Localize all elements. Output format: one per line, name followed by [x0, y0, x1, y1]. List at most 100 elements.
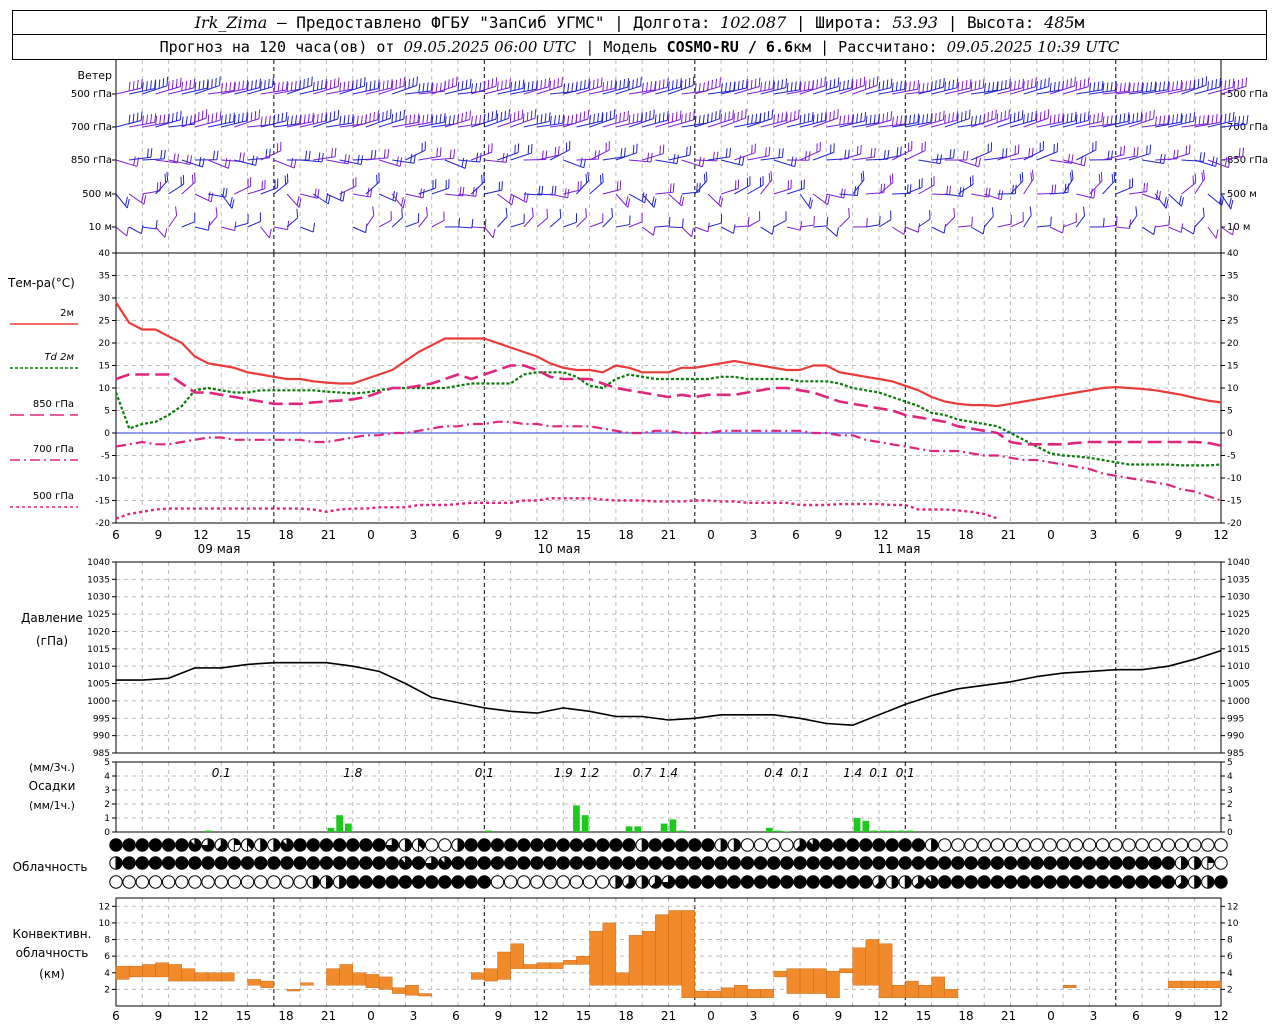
hour-label-bottom: 6 [792, 1009, 800, 1023]
cloud-symbol [556, 838, 570, 852]
barb-feather [964, 110, 967, 120]
barb-feather [686, 146, 688, 156]
barb-feather [435, 114, 438, 124]
barb-feather [681, 196, 685, 207]
barb-feather [505, 79, 507, 89]
barb-feather [1098, 174, 1101, 184]
barb-feather [1163, 81, 1166, 91]
wind-barb [1089, 172, 1103, 195]
barb-feather [1159, 82, 1162, 92]
precip-bar [879, 830, 887, 832]
wind-barb [720, 155, 745, 166]
barb-feather [1233, 116, 1237, 126]
barb-feather [1141, 81, 1144, 91]
barb-staff [1062, 178, 1074, 195]
precip-title: Осадки [29, 779, 76, 793]
cloud-symbol [951, 838, 965, 852]
wind-barb [313, 147, 337, 161]
wind-barb [484, 181, 503, 195]
barb-feather [883, 150, 886, 160]
wind-barb [1128, 109, 1155, 128]
barb-feather [1215, 79, 1218, 89]
cloud-symbol [924, 875, 939, 889]
barb-feather [1199, 152, 1202, 162]
barb-feather [166, 76, 169, 86]
conv-bar [760, 989, 774, 998]
barb-staff [405, 90, 432, 95]
barb-feather [241, 112, 244, 122]
cloud-fill [320, 838, 333, 852]
barb-feather [363, 77, 366, 87]
cloud-fill [241, 856, 254, 870]
lat-value: 53.93 [892, 13, 939, 32]
barb-feather [938, 79, 941, 89]
barb-feather [540, 114, 543, 124]
barb-feather [944, 81, 947, 91]
barb-feather [652, 226, 656, 236]
cloud-symbol [319, 856, 334, 870]
barb-feather [455, 76, 458, 86]
barb-staff [431, 85, 457, 95]
barb-feather [696, 183, 698, 193]
barb-staff [260, 226, 270, 239]
barb-feather [296, 208, 299, 218]
alt-value: 485 [1044, 13, 1075, 32]
barb-feather [189, 115, 192, 125]
barb-feather [1089, 115, 1091, 125]
barb-feather [763, 112, 766, 122]
cloud-symbol [688, 875, 702, 889]
barb-feather [767, 110, 770, 120]
conv-bar [826, 970, 840, 998]
barb-feather [185, 115, 188, 126]
barb-feather [1211, 114, 1214, 124]
barb-staff [1063, 119, 1089, 128]
wind-barb [668, 193, 685, 207]
y-tick-label-left: 8 [104, 936, 110, 946]
barb-staff [852, 156, 875, 161]
cloud-symbol [464, 875, 478, 889]
barb-feather [987, 112, 989, 122]
barb-feather [970, 81, 973, 91]
wind-barb [957, 78, 985, 95]
barb-feather [504, 110, 507, 120]
barb-staff [1062, 221, 1077, 228]
wind-barb [142, 149, 166, 161]
wind-barb [602, 147, 626, 161]
barb-staff [1142, 123, 1168, 128]
cloud-symbol [845, 838, 860, 852]
barb-staff [418, 215, 428, 228]
barb-feather [164, 173, 167, 183]
cloud-symbol [990, 875, 1005, 889]
wind-barb [1010, 77, 1037, 95]
cloud-symbol [109, 875, 123, 889]
y-tick-label-left: 1030 [87, 593, 110, 603]
barb-feather [741, 110, 743, 120]
wind-barb [1102, 171, 1116, 195]
barb-feather [918, 115, 920, 125]
wind-barb [812, 193, 831, 205]
cloud-fill [307, 856, 320, 870]
cloud-symbol [911, 838, 926, 852]
cloud-fill [1194, 856, 1201, 870]
cloud-symbol [964, 856, 978, 870]
barb-feather [883, 183, 886, 193]
barb-feather [601, 113, 604, 123]
wind-barb [129, 148, 153, 161]
wind-barb [300, 111, 327, 128]
hour-label: 21 [321, 528, 336, 542]
barb-feather [1089, 82, 1092, 92]
cloud-symbol [530, 856, 544, 870]
cloud-fill [754, 856, 767, 870]
barb-feather [1205, 76, 1208, 86]
barb-feather [705, 171, 708, 181]
cloud-fill [307, 838, 320, 852]
barb-feather [136, 80, 139, 90]
cloud-symbol [609, 875, 623, 889]
barb-feather [140, 79, 143, 89]
barb-feather [1087, 111, 1090, 121]
barb-feather [333, 78, 336, 88]
barb-feather [745, 109, 747, 119]
wind-barb [865, 111, 893, 128]
barb-feather [930, 114, 933, 124]
barb-staff [483, 226, 494, 239]
